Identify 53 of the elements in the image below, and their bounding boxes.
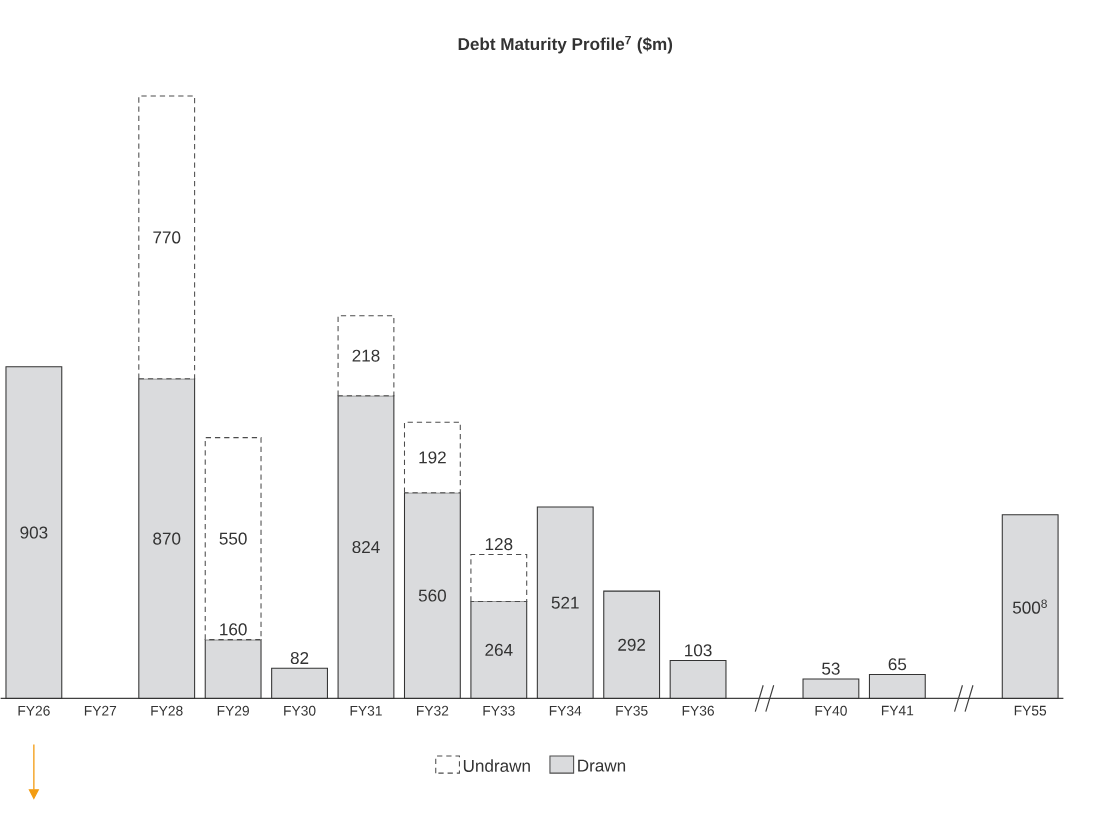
data-label: 292	[618, 638, 646, 651]
x-tick-label: FY30	[284, 705, 316, 716]
x-tick-label: FY40	[815, 705, 847, 716]
data-label: 550	[219, 532, 247, 545]
data-label: 770	[153, 231, 181, 244]
x-tick-label: FY55	[1014, 705, 1047, 716]
bar	[204, 436, 262, 640]
x-tick-label: FY26	[18, 705, 50, 716]
bar	[403, 492, 461, 699]
bar	[337, 395, 395, 699]
bar	[271, 667, 328, 699]
data-label: 903	[20, 526, 48, 539]
bar	[669, 659, 727, 699]
data-label: 128	[485, 537, 513, 551]
x-tick-label: FY32	[417, 705, 449, 716]
x-tick-label: FY29	[217, 705, 249, 716]
data-label: 160	[220, 623, 247, 636]
bar	[204, 638, 262, 699]
bar	[868, 673, 926, 699]
data-label: 500$^{8}$	[1012, 599, 1047, 614]
data-label: 82	[290, 651, 309, 664]
bar	[138, 378, 196, 699]
data-label: 65	[888, 658, 907, 671]
x-tick-label: FY28	[151, 705, 183, 716]
x-tick-label: FY36	[682, 705, 714, 716]
x-tick-label: FY31	[350, 705, 382, 716]
legend-label: Undrawn	[463, 759, 530, 772]
data-label: 192	[419, 451, 446, 464]
bar	[536, 506, 594, 699]
data-label: 218	[352, 349, 380, 362]
bar	[403, 421, 461, 494]
bar	[337, 314, 395, 397]
bar	[802, 678, 860, 699]
bar	[603, 590, 661, 699]
x-tick-label: FY33	[483, 705, 515, 716]
data-label: 870	[153, 532, 181, 545]
bar	[5, 366, 63, 699]
x-tick-label: FY27	[84, 705, 117, 716]
data-label: 824	[352, 540, 380, 553]
bar	[470, 553, 528, 602]
data-label: 103	[685, 644, 712, 657]
x-tick-label: FY41	[881, 705, 914, 716]
legend-label: Drawn	[578, 759, 626, 772]
bar	[1001, 514, 1059, 699]
data-label: 521	[551, 596, 579, 609]
data-label: 264	[485, 643, 513, 656]
bar	[138, 95, 196, 380]
x-tick-label: FY35	[616, 705, 648, 716]
data-label: 53	[822, 662, 840, 675]
bar	[470, 600, 528, 699]
data-label: 560	[418, 589, 446, 602]
chart-title: Debt Maturity Profile$^{7}$ ($m)	[458, 35, 673, 54]
x-tick-label: FY34	[549, 705, 582, 716]
